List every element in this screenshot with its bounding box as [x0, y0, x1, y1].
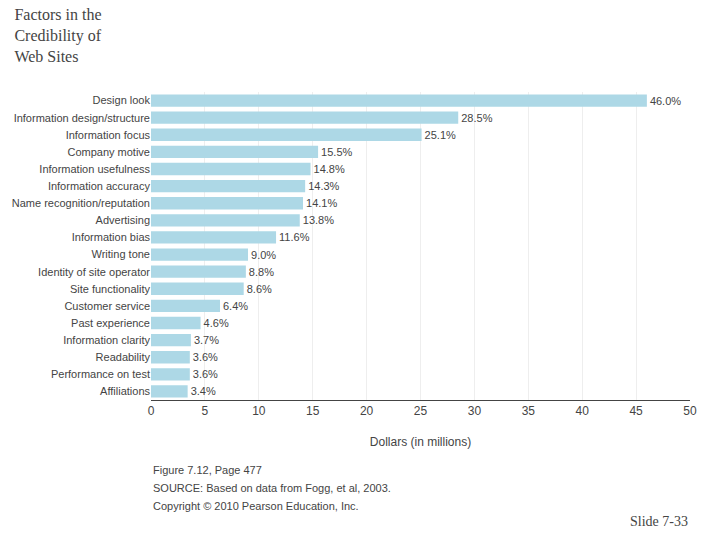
svg-text:Information design/structure: Information design/structure — [14, 112, 150, 124]
svg-text:15: 15 — [306, 404, 320, 418]
svg-text:9.0%: 9.0% — [251, 249, 276, 261]
svg-text:3.6%: 3.6% — [193, 368, 218, 380]
svg-text:5: 5 — [202, 404, 209, 418]
svg-text:35: 35 — [522, 404, 536, 418]
svg-text:Information clarity: Information clarity — [63, 334, 150, 346]
svg-text:Information accuracy: Information accuracy — [48, 180, 151, 192]
svg-text:25: 25 — [414, 404, 428, 418]
svg-text:SOURCE: Based on data from Fog: SOURCE: Based on data from Fogg, et al, … — [153, 482, 391, 494]
svg-text:Copyright © 2010 Pearson Educa: Copyright © 2010 Pearson Education, Inc. — [153, 500, 359, 512]
svg-text:0: 0 — [148, 404, 155, 418]
svg-text:14.8%: 14.8% — [314, 163, 345, 175]
svg-text:Design look: Design look — [93, 94, 151, 106]
svg-text:Affiliations: Affiliations — [100, 385, 150, 397]
svg-text:Name recognition/reputation: Name recognition/reputation — [12, 197, 150, 209]
svg-text:25.1%: 25.1% — [425, 129, 456, 141]
svg-text:Information usefulness: Information usefulness — [39, 163, 150, 175]
svg-text:Writing tone: Writing tone — [92, 248, 151, 260]
svg-text:Past experience: Past experience — [71, 317, 150, 329]
svg-text:3.6%: 3.6% — [193, 351, 218, 363]
svg-text:46.0%: 46.0% — [650, 95, 681, 107]
svg-text:15.5%: 15.5% — [321, 146, 352, 158]
svg-text:20: 20 — [360, 404, 374, 418]
svg-text:Readability: Readability — [96, 351, 151, 363]
svg-text:3.7%: 3.7% — [194, 334, 219, 346]
svg-text:13.8%: 13.8% — [303, 214, 334, 226]
svg-text:14.3%: 14.3% — [308, 180, 339, 192]
svg-text:6.4%: 6.4% — [223, 300, 248, 312]
svg-text:Site functionality: Site functionality — [70, 283, 151, 295]
svg-text:Factors in theCredibility ofWe: Factors in theCredibility ofWeb Sites — [14, 6, 101, 65]
svg-text:Advertising: Advertising — [96, 214, 150, 226]
svg-text:Performance on test: Performance on test — [51, 368, 150, 380]
svg-text:10: 10 — [252, 404, 266, 418]
svg-text:8.6%: 8.6% — [247, 283, 272, 295]
svg-text:Dollars (in millions): Dollars (in millions) — [370, 435, 471, 449]
svg-text:Information focus: Information focus — [66, 129, 151, 141]
svg-text:Information bias: Information bias — [72, 231, 151, 243]
svg-text:Customer service: Customer service — [64, 300, 150, 312]
svg-text:Figure 7.12, Page 477: Figure 7.12, Page 477 — [153, 464, 262, 476]
svg-text:Company motive: Company motive — [67, 146, 150, 158]
svg-text:Identity of site operator: Identity of site operator — [38, 266, 150, 278]
svg-text:8.8%: 8.8% — [249, 266, 274, 278]
svg-text:50: 50 — [683, 404, 697, 418]
svg-text:11.6%: 11.6% — [279, 231, 310, 243]
svg-text:4.6%: 4.6% — [204, 317, 229, 329]
svg-text:Slide 7-33: Slide 7-33 — [630, 514, 688, 529]
svg-text:30: 30 — [468, 404, 482, 418]
svg-text:45: 45 — [629, 404, 643, 418]
svg-text:3.4%: 3.4% — [191, 385, 216, 397]
svg-text:28.5%: 28.5% — [461, 112, 492, 124]
svg-text:14.1%: 14.1% — [306, 197, 337, 209]
svg-text:40: 40 — [576, 404, 590, 418]
